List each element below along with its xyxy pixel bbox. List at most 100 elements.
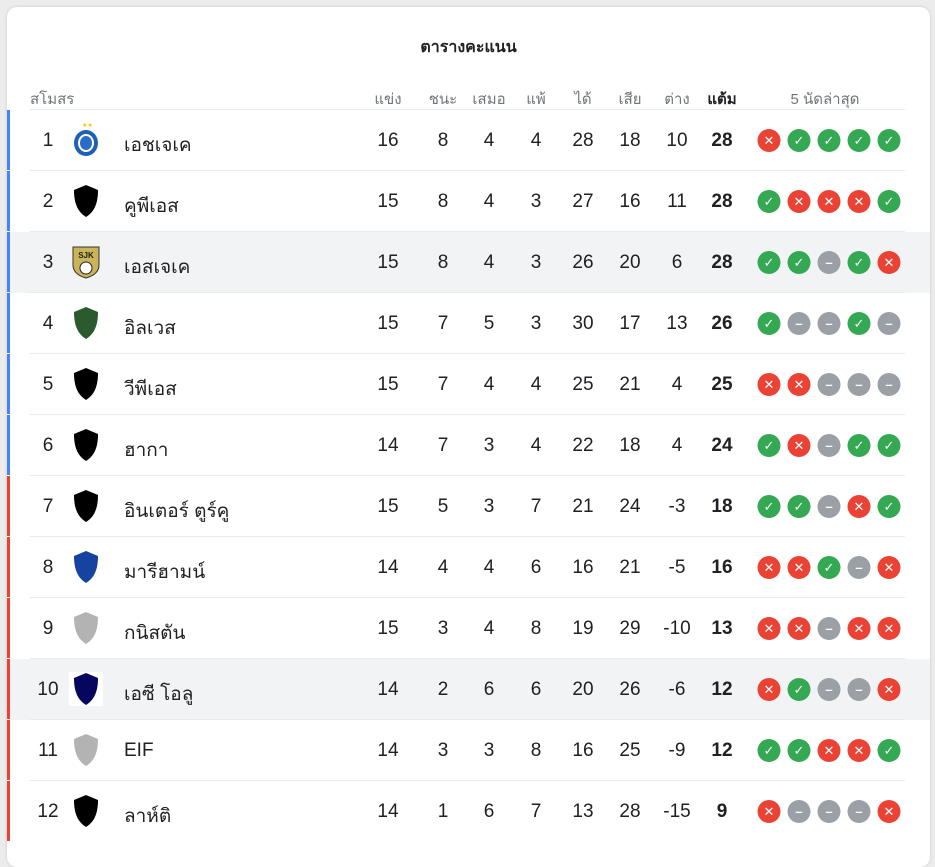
win-check-icon[interactable]: ✓: [877, 739, 901, 762]
loss-x-icon[interactable]: ✕: [757, 373, 781, 396]
won-value: 3: [437, 618, 449, 639]
team-name[interactable]: มารีฮามน์: [124, 562, 206, 583]
table-row[interactable]: 9 กนิสตัน 15 3 4 8 19 29 -10 13 ✕ ✕ – ✕ ✕: [7, 597, 930, 659]
table-row[interactable]: 3 SJK เอสเจเค 15 8 4 3 26 20 6 28 ✓ ✓ – ✓ ✕: [7, 231, 930, 293]
win-check-icon[interactable]: ✓: [757, 739, 781, 762]
draw-dash-icon[interactable]: –: [877, 312, 901, 335]
draw-dash-icon[interactable]: –: [787, 312, 811, 335]
loss-x-icon[interactable]: ✕: [847, 617, 871, 640]
table-row[interactable]: 2 คูพีเอส 15 8 4 3 27 16 11 28 ✓ ✕ ✕ ✕ ✓: [7, 170, 930, 232]
table-row[interactable]: 4 อิลเวส 15 7 5 3 30 17 13 26 ✓ – – ✓ –: [7, 292, 930, 354]
draw-dash-icon[interactable]: –: [817, 617, 841, 640]
loss-x-icon[interactable]: ✕: [787, 434, 811, 457]
loss-x-icon[interactable]: ✕: [757, 617, 781, 640]
table-row[interactable]: 8 มารีฮามน์ 14 4 4 6 16 21 -5 16 ✕ ✕ ✓ – ✕: [7, 536, 930, 598]
table-row[interactable]: 7 อินเตอร์ ตูร์คู 15 5 3 7 21 24 -3 18 ✓ ✓ – ✕ ✓: [7, 475, 930, 537]
loss-x-icon[interactable]: ✕: [817, 190, 841, 213]
table-row[interactable]: 6 ฮากา 14 7 3 4 22 18 4 24 ✓ ✕ – ✓ ✓: [7, 414, 930, 476]
win-check-icon[interactable]: ✓: [817, 556, 841, 579]
pts-value: 24: [711, 435, 733, 456]
ga-value: 17: [619, 313, 641, 334]
table-row[interactable]: 12 ลาห์ติ 14 1 6 7 13 28 -15 9 ✕ – – – ✕: [7, 780, 930, 842]
loss-x-icon[interactable]: ✕: [787, 190, 811, 213]
loss-x-icon[interactable]: ✕: [877, 251, 901, 274]
black-shield-icon: [69, 184, 103, 218]
win-check-icon[interactable]: ✓: [787, 251, 811, 274]
win-check-icon[interactable]: ✓: [877, 190, 901, 213]
draw-dash-icon[interactable]: –: [817, 434, 841, 457]
draw-dash-icon[interactable]: –: [847, 373, 871, 396]
win-check-icon[interactable]: ✓: [847, 129, 871, 152]
draw-dash-icon[interactable]: –: [817, 373, 841, 396]
win-check-icon[interactable]: ✓: [847, 434, 871, 457]
loss-x-icon[interactable]: ✕: [787, 617, 811, 640]
win-check-icon[interactable]: ✓: [877, 129, 901, 152]
loss-x-icon[interactable]: ✕: [877, 800, 901, 823]
draw-dash-icon[interactable]: –: [847, 678, 871, 701]
win-check-icon[interactable]: ✓: [847, 312, 871, 335]
played-value: 16: [377, 130, 399, 151]
team-name[interactable]: คูพีเอส: [124, 196, 179, 217]
gf-value: 20: [572, 679, 594, 700]
loss-x-icon[interactable]: ✕: [757, 556, 781, 579]
draw-dash-icon[interactable]: –: [817, 251, 841, 274]
table-row[interactable]: 1 ★★ เอชเจเค 16 8 4 4 28 18 10 28 ✕ ✓ ✓ ✓ ✓: [7, 109, 930, 171]
win-check-icon[interactable]: ✓: [817, 129, 841, 152]
loss-x-icon[interactable]: ✕: [757, 678, 781, 701]
table-row[interactable]: 10 เอซี โอลู 14 2 6 6 20 26 -6 12 ✕ ✓ – – ✕: [7, 658, 930, 720]
win-check-icon[interactable]: ✓: [757, 251, 781, 274]
loss-x-icon[interactable]: ✕: [877, 556, 901, 579]
team-name[interactable]: เอซี โอลู: [124, 684, 194, 705]
team-name[interactable]: ฮากา: [124, 440, 169, 461]
draw-dash-icon[interactable]: –: [847, 556, 871, 579]
win-check-icon[interactable]: ✓: [757, 495, 781, 518]
loss-x-icon[interactable]: ✕: [847, 495, 871, 518]
loss-x-icon[interactable]: ✕: [877, 617, 901, 640]
gd-value: 10: [666, 130, 688, 151]
loss-x-icon[interactable]: ✕: [787, 373, 811, 396]
win-check-icon[interactable]: ✓: [757, 190, 781, 213]
win-check-icon[interactable]: ✓: [757, 434, 781, 457]
header-drawn: เสมอ: [472, 91, 506, 108]
draw-dash-icon[interactable]: –: [817, 678, 841, 701]
team-name[interactable]: ลาห์ติ: [124, 806, 172, 827]
team-name[interactable]: วีพีเอส: [124, 379, 177, 400]
win-check-icon[interactable]: ✓: [787, 495, 811, 518]
draw-dash-icon[interactable]: –: [877, 373, 901, 396]
loss-x-icon[interactable]: ✕: [757, 800, 781, 823]
win-check-icon[interactable]: ✓: [877, 495, 901, 518]
team-name[interactable]: เอสเจเค: [124, 257, 191, 278]
draw-dash-icon[interactable]: –: [787, 800, 811, 823]
lost-value: 8: [530, 740, 542, 761]
table-row[interactable]: 5 วีพีเอส 15 7 4 4 25 21 4 25 ✕ ✕ – – –: [7, 353, 930, 415]
win-check-icon[interactable]: ✓: [787, 739, 811, 762]
played-value: 14: [377, 557, 399, 578]
team-name[interactable]: อินเตอร์ ตูร์คู: [124, 501, 230, 522]
win-check-icon[interactable]: ✓: [847, 251, 871, 274]
rank: 4: [42, 313, 54, 334]
team-name[interactable]: กนิสตัน: [124, 623, 186, 644]
team-name[interactable]: อิลเวส: [124, 318, 176, 339]
zone-indicator: [7, 293, 10, 353]
draw-dash-icon[interactable]: –: [817, 312, 841, 335]
gf-value: 13: [572, 801, 594, 822]
win-check-icon[interactable]: ✓: [787, 678, 811, 701]
table-row[interactable]: 11 EIF 14 3 3 8 16 25 -9 12 ✓ ✓ ✕ ✕ ✓: [7, 719, 930, 781]
loss-x-icon[interactable]: ✕: [847, 190, 871, 213]
team-name[interactable]: EIF: [124, 740, 154, 761]
win-check-icon[interactable]: ✓: [877, 434, 901, 457]
draw-dash-icon[interactable]: –: [847, 800, 871, 823]
row-divider: [30, 414, 905, 415]
gd-value: 4: [671, 435, 683, 456]
draw-dash-icon[interactable]: –: [817, 495, 841, 518]
draw-dash-icon[interactable]: –: [817, 800, 841, 823]
loss-x-icon[interactable]: ✕: [757, 129, 781, 152]
win-check-icon[interactable]: ✓: [787, 129, 811, 152]
win-check-icon[interactable]: ✓: [757, 312, 781, 335]
team-name[interactable]: เอชเจเค: [124, 135, 192, 156]
loss-x-icon[interactable]: ✕: [877, 678, 901, 701]
lost-value: 4: [530, 130, 542, 151]
loss-x-icon[interactable]: ✕: [787, 556, 811, 579]
loss-x-icon[interactable]: ✕: [847, 739, 871, 762]
loss-x-icon[interactable]: ✕: [817, 739, 841, 762]
